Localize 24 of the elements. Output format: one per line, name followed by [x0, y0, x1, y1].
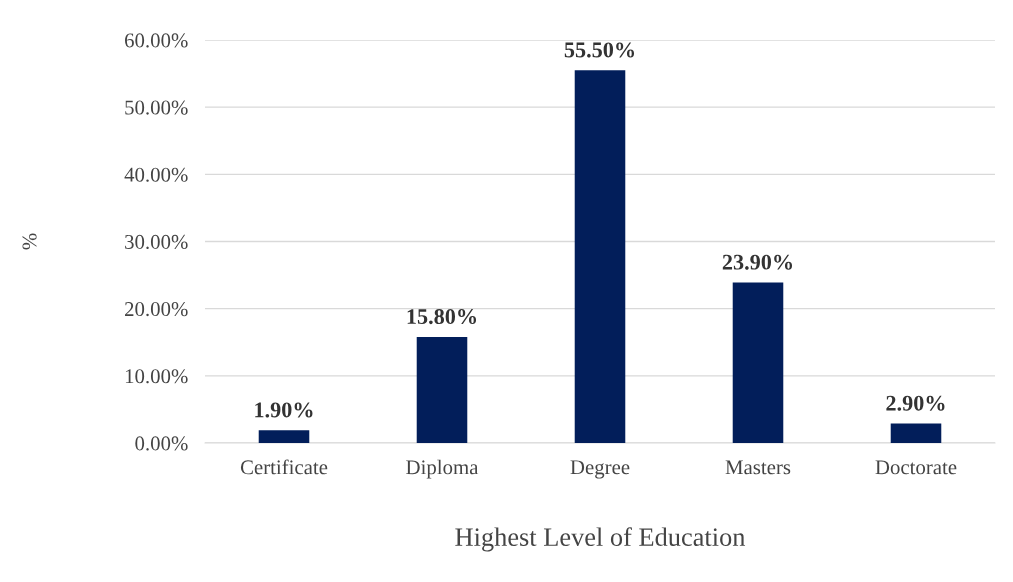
x-tick-label: Doctorate	[875, 460, 957, 475]
data-label: 55.50%	[564, 42, 635, 58]
y-tick-label: 40.00%	[124, 167, 188, 182]
y-tick-label: 10.00%	[125, 369, 188, 384]
y-tick-label: 30.00%	[125, 234, 188, 250]
x-tick-label: Certificate	[240, 459, 328, 475]
y-tick-label: 60.00%	[125, 33, 188, 48]
x-tick-label: Degree	[570, 460, 630, 479]
y-axis-title: %	[22, 233, 37, 250]
data-label: 2.90%	[886, 395, 945, 411]
y-tick-label: 20.00%	[125, 302, 188, 317]
data-label: 1.90%	[255, 402, 313, 418]
bar	[732, 282, 784, 443]
bar	[416, 336, 468, 443]
y-tick-label: 50.00%	[125, 100, 188, 115]
x-axis-title: Highest Level of Education	[455, 527, 746, 552]
data-label: 15.80%	[407, 309, 477, 325]
bar	[890, 423, 942, 443]
x-tick-label: Diploma	[406, 459, 479, 479]
y-tick-label: 0.00%	[135, 436, 188, 451]
x-tick-label: Masters	[725, 460, 791, 475]
bar	[574, 70, 626, 443]
data-label: 23.90%	[722, 254, 793, 270]
bar	[258, 430, 310, 443]
